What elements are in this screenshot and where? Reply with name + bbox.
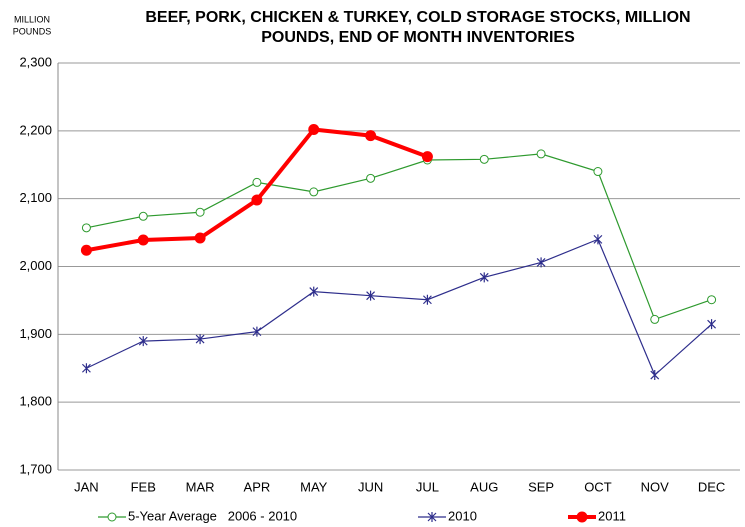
point [707, 319, 717, 330]
point [427, 512, 437, 522]
x-tick-label: JUN [358, 479, 383, 494]
y-tick-label: 1,900 [19, 326, 52, 341]
point [138, 211, 148, 221]
chart-title: BEEF, PORK, CHICKEN & TURKEY, COLD STORA… [145, 9, 690, 26]
point [80, 244, 92, 256]
point [593, 234, 603, 245]
point [251, 194, 263, 206]
point [366, 290, 376, 301]
x-tick-label: DEC [698, 479, 725, 494]
x-tick-label: JUL [416, 479, 439, 494]
y-tick-label: 2,300 [19, 54, 52, 69]
point [421, 151, 433, 163]
x-tick-label: MAR [186, 479, 215, 494]
y-tick-label: 2,000 [19, 258, 52, 273]
legend-label: 2010 [448, 508, 477, 523]
point [479, 154, 489, 164]
point [650, 370, 660, 381]
y-tick-label: 1,800 [19, 394, 52, 409]
x-tick-label: APR [244, 479, 271, 494]
x-tick-label: FEB [131, 479, 156, 494]
x-tick-label: JAN [74, 479, 99, 494]
y-axis-label: POUNDS [13, 26, 52, 36]
point [195, 207, 205, 217]
point [309, 286, 319, 297]
series-line [86, 238, 712, 377]
legend-label: 5-Year Average 2006 - 2010 [128, 508, 297, 523]
point [252, 177, 262, 187]
point [576, 511, 588, 523]
y-tick-label: 2,100 [19, 190, 52, 205]
x-tick-label: AUG [470, 479, 498, 494]
x-tick-label: SEP [528, 479, 554, 494]
x-tick-label: MAY [300, 479, 328, 494]
series-line [86, 153, 712, 321]
series-line [86, 127, 429, 253]
x-tick-label: NOV [641, 479, 670, 494]
point [81, 223, 91, 233]
point [81, 363, 91, 374]
point [365, 130, 377, 142]
y-axis-label: MILLION [14, 14, 50, 24]
x-tick-label: OCT [584, 479, 612, 494]
point [252, 326, 262, 337]
point [309, 187, 319, 197]
point [138, 336, 148, 347]
point [137, 234, 149, 246]
point [195, 334, 205, 345]
point [107, 512, 117, 522]
point [366, 173, 376, 183]
point [422, 294, 432, 305]
point [536, 257, 546, 268]
point [650, 314, 660, 324]
legend-label: 2011 [598, 508, 626, 523]
point [536, 149, 546, 159]
point [194, 232, 206, 244]
point [308, 123, 320, 135]
point [707, 295, 717, 305]
y-tick-label: 2,200 [19, 122, 52, 137]
point [479, 272, 489, 283]
point [593, 167, 603, 177]
chart-title: POUNDS, END OF MONTH INVENTORIES [261, 29, 575, 46]
y-tick-label: 1,700 [19, 461, 52, 476]
